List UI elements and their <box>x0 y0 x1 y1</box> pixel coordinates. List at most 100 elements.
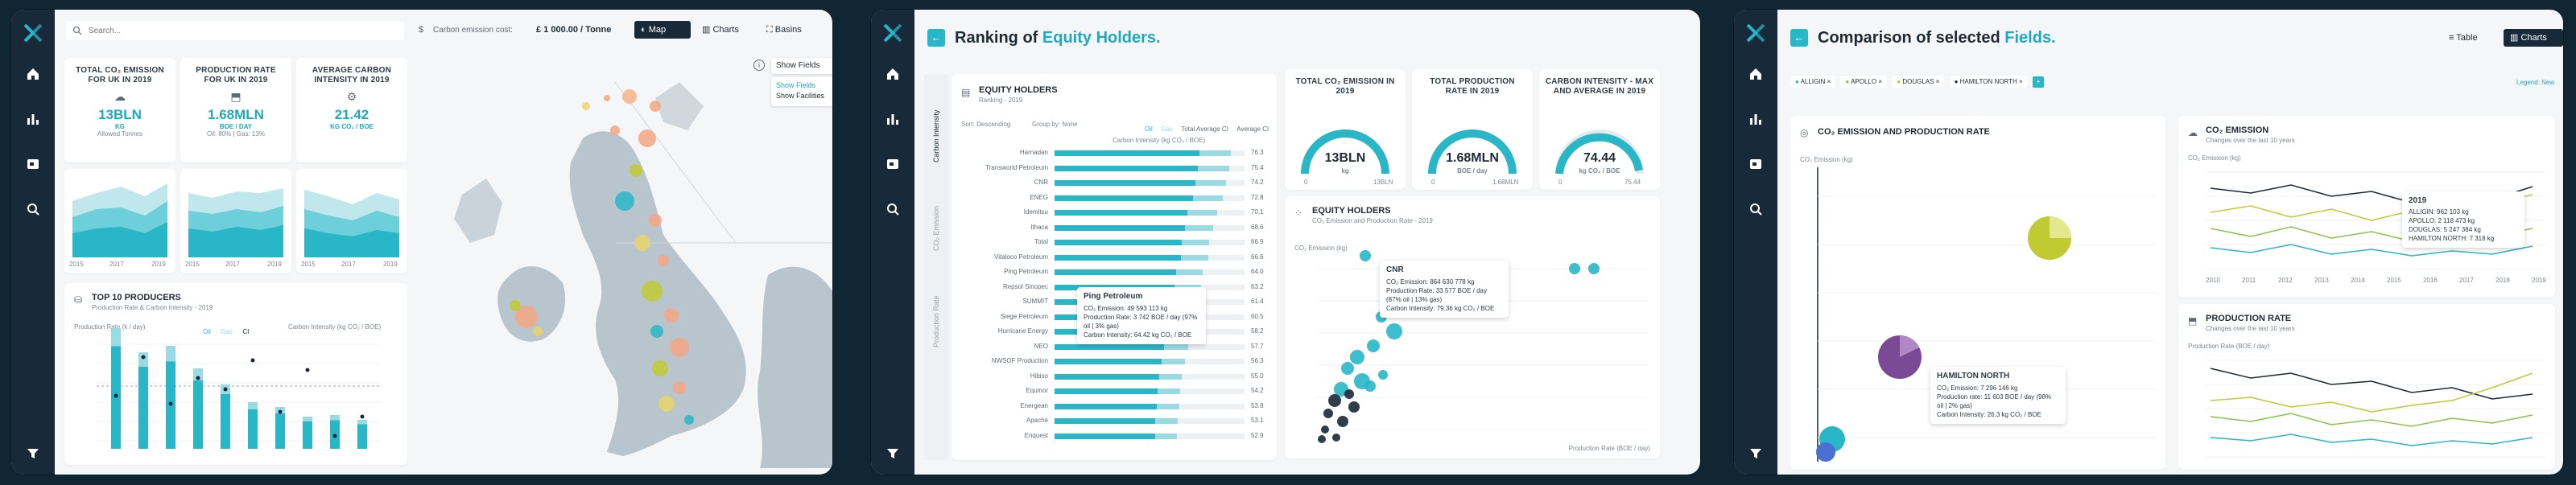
field-marker[interactable] <box>642 281 663 302</box>
ranking-row[interactable]: ENEG 72.8 <box>952 191 1277 204</box>
ranking-row[interactable]: Energean 53.8 <box>952 400 1277 413</box>
equity-holder-point[interactable] <box>1344 389 1354 399</box>
field-marker[interactable] <box>649 214 662 227</box>
field-marker[interactable] <box>670 338 689 357</box>
equity-holder-point[interactable] <box>1318 435 1326 443</box>
field-marker[interactable] <box>664 308 679 323</box>
legend-toggle[interactable]: Legend: New <box>2516 79 2555 86</box>
zoom-search-icon[interactable] <box>1748 201 1764 217</box>
menu-item-show-fields[interactable]: Show Fields <box>776 81 816 89</box>
field-marker[interactable] <box>610 125 620 135</box>
compare-icon[interactable] <box>1748 156 1764 172</box>
compare-icon[interactable] <box>25 156 41 172</box>
ranking-row[interactable]: Total 66.9 <box>952 236 1277 249</box>
field-marker[interactable] <box>630 164 642 177</box>
map-layer-dropdown[interactable]: Show Fields ▼ <box>771 58 832 74</box>
producer-bar-oil[interactable] <box>138 367 148 449</box>
equity-holder-point[interactable] <box>1328 394 1341 407</box>
equity-holder-point[interactable] <box>1569 263 1580 274</box>
menu-item-show-facilities[interactable]: Show Facilities <box>776 92 825 100</box>
field-marker[interactable] <box>638 129 656 147</box>
ranking-row[interactable]: CNR 74.2 <box>952 176 1277 189</box>
back-button[interactable]: ← <box>1790 29 1808 47</box>
user-settings-icon[interactable] <box>885 446 901 462</box>
chip-douglas[interactable]: ● DOUGLAS × <box>1892 76 1945 88</box>
chip-hamilton-north[interactable]: ● HAMILTON NORTH × <box>1949 76 2028 88</box>
home-icon[interactable] <box>25 66 41 82</box>
search-bar[interactable] <box>66 21 404 40</box>
user-settings-icon[interactable] <box>1748 446 1764 462</box>
equity-holder-point[interactable] <box>1367 339 1380 352</box>
ranking-row[interactable]: Vitaloco Petroleum 66.6 <box>952 251 1277 264</box>
sort-control[interactable]: Sort: Descending <box>961 121 1011 128</box>
emission-cost-value[interactable]: £ 1 000.00 / Tonne <box>536 25 612 35</box>
ranking-row[interactable]: Equinor 54.2 <box>952 384 1277 397</box>
ranking-row[interactable]: Transworld Petroleum 75.4 <box>952 162 1277 175</box>
group-control[interactable]: Group by: None <box>1032 121 1078 128</box>
field-marker[interactable] <box>634 235 650 251</box>
view-charts-button[interactable]: ▥ Charts <box>2504 29 2563 47</box>
chip-remove-icon[interactable]: × <box>2019 78 2023 85</box>
producer-bar-oil[interactable] <box>357 424 367 449</box>
view-charts-button[interactable]: ▥ Charts <box>696 21 755 39</box>
production-line-chart[interactable] <box>2178 304 2555 470</box>
info-icon[interactable]: i <box>753 60 765 71</box>
equity-holder-point[interactable] <box>1350 350 1364 364</box>
producer-bar-gas[interactable] <box>166 346 175 362</box>
chip-apollo[interactable]: ● APOLLO × <box>1840 76 1887 88</box>
home-icon[interactable] <box>885 66 901 82</box>
equity-holder-point[interactable] <box>1360 250 1371 261</box>
equity-holder-point[interactable] <box>1323 409 1333 418</box>
field-marker[interactable] <box>684 415 694 425</box>
field-marker[interactable] <box>622 89 637 104</box>
ranking-row[interactable]: Ping Petroleum 64.0 <box>952 265 1277 278</box>
bubble-chart[interactable] <box>1790 116 2165 470</box>
ranking-row[interactable]: Apache 53.1 <box>952 414 1277 427</box>
ranking-row[interactable]: NEO 57.7 <box>952 340 1277 353</box>
producer-bar-oil[interactable] <box>275 413 285 449</box>
producer-bar-gas[interactable] <box>357 420 367 425</box>
equity-holder-point[interactable] <box>1337 416 1348 427</box>
chip-remove-icon[interactable]: × <box>1878 78 1882 85</box>
field-marker[interactable] <box>658 255 669 266</box>
producer-bar-gas[interactable] <box>111 328 121 347</box>
producer-bar-oil[interactable] <box>248 409 258 449</box>
equity-holder-point[interactable] <box>1341 362 1354 375</box>
field-marker[interactable] <box>515 306 538 328</box>
user-settings-icon[interactable] <box>25 446 41 462</box>
map-area[interactable] <box>414 50 832 468</box>
field-marker[interactable] <box>658 396 675 412</box>
field-marker[interactable] <box>533 327 543 336</box>
ranking-row[interactable]: Harnadan 76.3 <box>952 146 1277 159</box>
equity-holder-point[interactable] <box>1348 401 1360 413</box>
search-input[interactable] <box>89 23 394 38</box>
field-marker[interactable] <box>582 102 590 110</box>
equity-holder-point[interactable] <box>1378 370 1388 380</box>
producer-bar-gas[interactable] <box>193 368 203 380</box>
add-field-button[interactable]: + <box>2032 76 2044 88</box>
producer-bar-gas[interactable] <box>248 402 258 409</box>
ranking-row[interactable]: Hibiso 55.0 <box>952 370 1277 383</box>
zoom-search-icon[interactable] <box>885 201 901 217</box>
view-table-button[interactable]: ≡ Table <box>2442 29 2499 47</box>
ranking-row[interactable]: Idemitsu 70.1 <box>952 206 1277 219</box>
equity-scatter-plot[interactable] <box>1285 196 1660 458</box>
back-button[interactable]: ← <box>927 29 945 47</box>
field-marker[interactable] <box>604 95 610 101</box>
uk-map[interactable] <box>414 50 832 468</box>
producer-bar-oil[interactable] <box>221 394 230 449</box>
view-map-button[interactable]: ◐ Map <box>634 21 691 39</box>
producer-bar-oil[interactable] <box>193 380 203 449</box>
field-marker[interactable] <box>510 300 521 311</box>
equity-holder-point[interactable] <box>1386 323 1402 339</box>
view-basins-button[interactable]: ⛶ Basins <box>760 21 824 39</box>
equity-holder-point[interactable] <box>1588 263 1600 274</box>
chip-remove-icon[interactable]: × <box>1935 78 1940 85</box>
field-marker[interactable] <box>673 381 686 394</box>
bar-chart-icon[interactable] <box>1748 111 1764 127</box>
tab-co2-emission[interactable]: CO₂ Emission <box>932 205 940 251</box>
ranking-row[interactable]: NWSOF Production 56.3 <box>952 355 1277 368</box>
equity-holder-point[interactable] <box>1332 434 1340 442</box>
tab-carbon-intensity[interactable]: Carbon Intensity <box>932 109 940 162</box>
tab-production-rate[interactable]: Production Rate <box>932 295 940 347</box>
